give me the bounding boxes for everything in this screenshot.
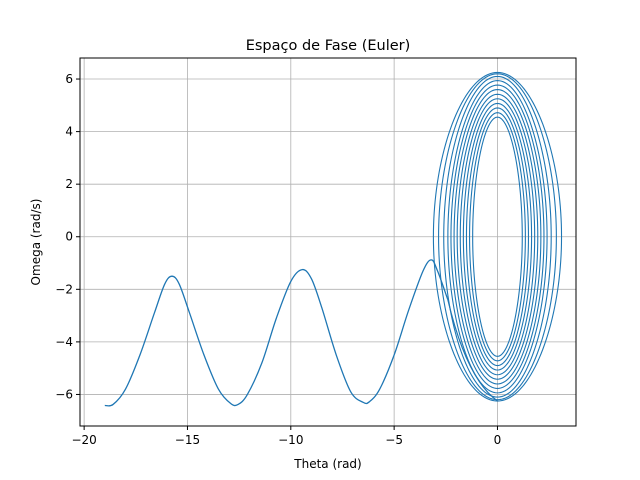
orbit-ring (456, 93, 539, 380)
orbit-ring (459, 98, 536, 376)
grid-lines (80, 58, 576, 426)
y-axis-ticks: −6 −4 −2 0 2 4 6 (55, 72, 80, 401)
orbit-ring (432, 71, 563, 402)
y-tick-label: 6 (65, 72, 73, 86)
y-tick-label: −6 (55, 387, 73, 401)
orbit-ring (472, 116, 523, 357)
orbit-ring (438, 73, 557, 401)
orbit-ring (447, 80, 548, 394)
orbit-ring (465, 107, 530, 367)
y-tick-label: −2 (55, 282, 73, 296)
orbit-ring (469, 112, 526, 362)
orbit-ring (453, 88, 542, 385)
x-axis-label: Theta (rad) (293, 457, 361, 471)
x-tick-label: −20 (71, 433, 96, 447)
x-tick-label: 0 (494, 433, 502, 447)
y-tick-label: 0 (65, 230, 73, 244)
orbit-ring (462, 102, 533, 371)
orbit-ring (450, 84, 545, 389)
y-tick-label: 2 (65, 177, 73, 191)
plot-frame (79, 57, 577, 427)
chart-title: Espaço de Fase (Euler) (246, 38, 411, 54)
y-tick-label: −4 (55, 335, 73, 349)
x-axis-ticks: −20 −15 −10 −5 0 (71, 426, 501, 447)
data-layer (104, 71, 563, 407)
x-tick-label: −10 (278, 433, 303, 447)
trajectory-connector (447, 299, 498, 402)
plot-background (80, 58, 576, 426)
y-axis-label: Omega (rad/s) (29, 199, 43, 286)
x-tick-label: −5 (385, 433, 403, 447)
orbit-ring (443, 75, 552, 398)
x-tick-label: −15 (175, 433, 200, 447)
y-tick-label: 4 (65, 125, 73, 139)
trajectory-line (104, 259, 449, 407)
